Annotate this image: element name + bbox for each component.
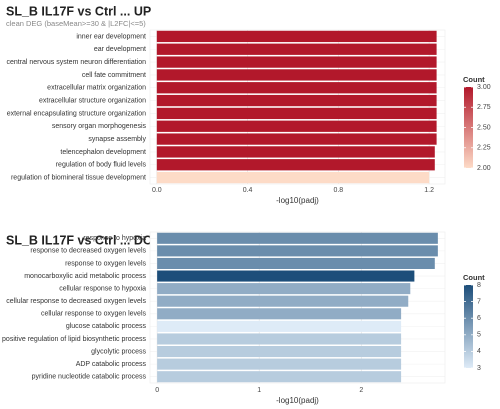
y-tick-label: cellular response to decreased oxygen le… [6,298,146,305]
x-axis-label: -log10(padj) [276,196,319,205]
colorbar [464,285,473,368]
y-tick-label: response to oxygen levels [65,260,146,267]
x-tick-label: 0.4 [243,187,253,194]
bar [156,94,437,107]
bar [156,133,437,145]
y-tick-label: cell fate commitment [82,72,146,79]
colorbar [464,87,473,168]
y-tick-label: glycolytic process [91,348,146,355]
bar [156,82,437,94]
bar [156,43,437,55]
panel [149,29,446,185]
chart-subtitle: clean DEG (baseMean>=30 & |L2FC|<=5) [6,19,146,28]
y-tick-label: response to hypoxia [83,235,146,242]
x-tick-label: 1.2 [424,187,434,194]
y-tick-label: glucose catabolic process [66,323,147,330]
bar [156,146,435,158]
bar [156,120,437,132]
bar [157,358,402,370]
y-tick-label: central nervous system neuron differenti… [6,59,146,66]
y-tick-label: extracellular structure organization [39,97,146,104]
legend-tick-label: 4 [477,348,481,355]
bar [156,56,437,68]
y-tick-label: regulation of biomineral tissue developm… [11,174,146,181]
y-tick-label: external encapsulating structure organiz… [7,110,146,117]
y-tick-label: pyridine nucleotide catabolic process [32,374,147,381]
legend-tick-label: 8 [477,282,481,289]
legend-tick-label: 2.50 [477,124,491,131]
bar [157,371,402,383]
y-tick-label: cellular response to oxygen levels [41,311,147,318]
bar [157,232,438,244]
bar [157,283,411,295]
legend-tick-label: 3 [477,365,481,372]
y-tick-label: ear development [94,46,146,53]
x-tick-label: 2 [359,387,363,394]
y-tick-label: positive regulation of lipid biosyntheti… [2,336,146,343]
y-tick-label: extracellular matrix organization [47,85,146,92]
legend-title: Count [463,75,485,84]
bar [156,171,430,184]
x-axis-label: -log10(padj) [276,396,319,405]
legend-tick-label: 7 [477,298,481,305]
legend-tick-label: 2.00 [477,165,491,172]
bar [156,69,437,81]
bar [157,333,402,345]
chart-title: SL_B IL17F vs Ctrl ... DOWN [6,233,173,247]
chart-title: SL_B IL17F vs Ctrl ... UP [6,4,151,18]
bar [157,308,402,320]
legend-title: Count [463,273,485,282]
bar [157,320,402,332]
y-tick-label: monocarboxylic acid metabolic process [24,273,146,280]
bar [156,159,435,171]
legend-tick-label: 2.25 [477,145,491,152]
y-tick-label: regulation of body fluid levels [56,162,147,169]
x-tick-label: 1 [257,387,261,394]
x-tick-label: 0.0 [152,187,162,194]
legend-tick-label: 6 [477,315,481,322]
y-tick-label: inner ear development [76,33,146,40]
bar [156,30,437,43]
y-tick-label: sensory organ morphogenesis [52,123,147,130]
bar [157,295,409,307]
bar [156,107,437,120]
legend-tick-label: 3.00 [477,84,491,91]
legend-tick-label: 5 [477,332,481,339]
x-tick-label: 0 [155,387,159,394]
bar [157,270,415,282]
x-tick-label: 0.8 [333,187,343,194]
bar [157,245,438,257]
y-tick-label: synapse assembly [88,136,146,143]
y-tick-label: cellular response to hypoxia [59,285,146,292]
legend-tick-label: 2.75 [477,104,491,111]
panel [149,231,446,384]
y-tick-label: telencephalon development [60,149,146,156]
y-tick-label: response to decreased oxygen levels [30,248,146,255]
bar [157,346,402,358]
bar [157,257,435,269]
y-tick-label: ADP catabolic process [76,361,147,368]
